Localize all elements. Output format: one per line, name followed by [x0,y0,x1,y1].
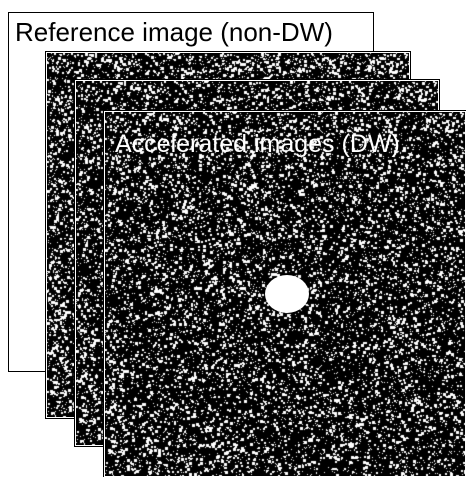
accelerated-images-label: Accelerated images (DW) [115,130,400,158]
accelerated-image-panel-front: Accelerated images (DW) [103,110,466,477]
center-signal-blob [265,275,309,313]
reference-image-label: Reference image (non-DW) [15,17,333,47]
